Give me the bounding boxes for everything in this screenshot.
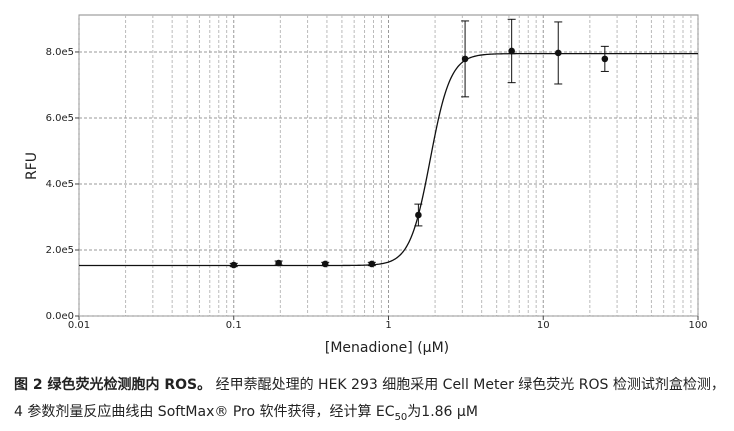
x-tick-label: 0.01 xyxy=(68,320,90,331)
caption-text: 经甲萘醌处理的 HEK 293 细胞采用 Cell Meter 绿色荧光 ROS… xyxy=(14,377,725,420)
y-axis-label: RFU xyxy=(24,152,40,180)
data-point xyxy=(601,55,609,63)
x-axis-label: [Menadione] (µM) xyxy=(325,340,449,356)
y-tick-label: 0.0e0 xyxy=(46,311,74,322)
y-tick-label: 8.0e5 xyxy=(46,47,74,58)
caption: 图 2 绿色荧光检测胞内 ROS。 经甲萘醌处理的 HEK 293 细胞采用 C… xyxy=(14,372,726,431)
x-tick-label: 100 xyxy=(688,320,707,331)
data-point xyxy=(321,260,329,268)
data-point xyxy=(415,211,422,219)
fit-curve xyxy=(79,52,698,267)
y-tick-label: 4.0e5 xyxy=(46,179,74,190)
data-point xyxy=(508,47,515,55)
caption-text: 为1.86 µM xyxy=(407,404,478,420)
data-point xyxy=(368,260,376,268)
y-tick-label: 2.0e5 xyxy=(46,245,74,256)
chart: [Menadione] (µM) RFU 0.01 0.1 1 10 100 0.0e0 2… xyxy=(24,14,708,356)
data-point xyxy=(554,49,562,57)
caption-label: 图 2 绿色荧光检测胞内 ROS。 xyxy=(14,377,212,393)
x-tick-label: 10 xyxy=(537,320,550,331)
y-tick-label: 6.0e5 xyxy=(46,113,74,124)
data-point xyxy=(275,259,282,267)
x-tick-label: 0.1 xyxy=(226,320,242,331)
data-point xyxy=(230,261,238,269)
data-point xyxy=(461,55,469,63)
caption-subscript: 50 xyxy=(394,411,408,423)
x-tick-label: 1 xyxy=(385,320,391,331)
